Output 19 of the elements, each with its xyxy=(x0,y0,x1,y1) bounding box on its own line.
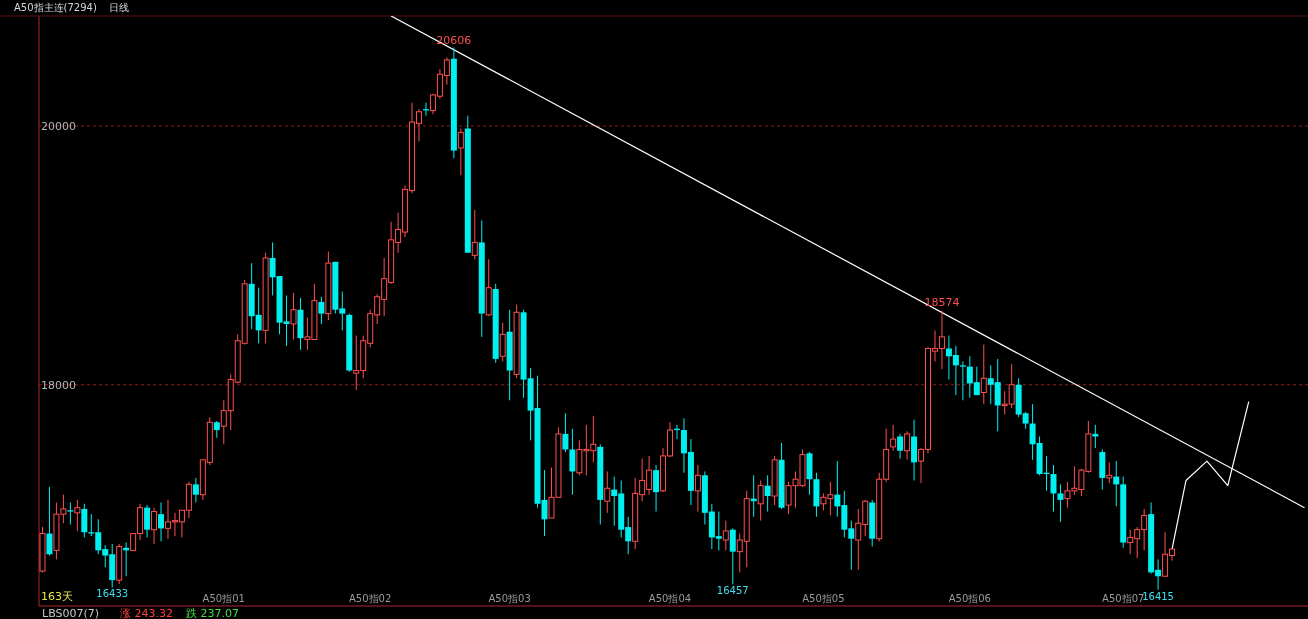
annotation: 20606 xyxy=(436,33,472,47)
annotation: 16457 xyxy=(716,585,749,597)
annotation: 163天 xyxy=(41,590,73,603)
chart-title: A50指主连(7294) xyxy=(14,2,97,13)
chart-subtitle: 日线 xyxy=(108,2,129,13)
y-tick-label: 20000 xyxy=(41,119,76,133)
text: LBS007(7) xyxy=(42,607,100,619)
x-tick-label: A50指04 xyxy=(648,593,692,604)
x-tick-label: A50指01 xyxy=(202,593,245,604)
x-tick-label: A50指03 xyxy=(488,593,531,604)
text: 跌 237.07 xyxy=(186,607,239,619)
annotation: 18574 xyxy=(924,296,960,310)
y-tick-label: 18000 xyxy=(41,378,76,392)
text: 涨 243.32 xyxy=(120,607,173,619)
x-tick-label: A50指06 xyxy=(948,593,991,604)
annotation: 16433 xyxy=(96,588,129,600)
x-tick-label: A50指02 xyxy=(349,593,392,604)
x-tick-label: A50指05 xyxy=(802,593,845,604)
annotation: 16415 xyxy=(1142,590,1174,602)
